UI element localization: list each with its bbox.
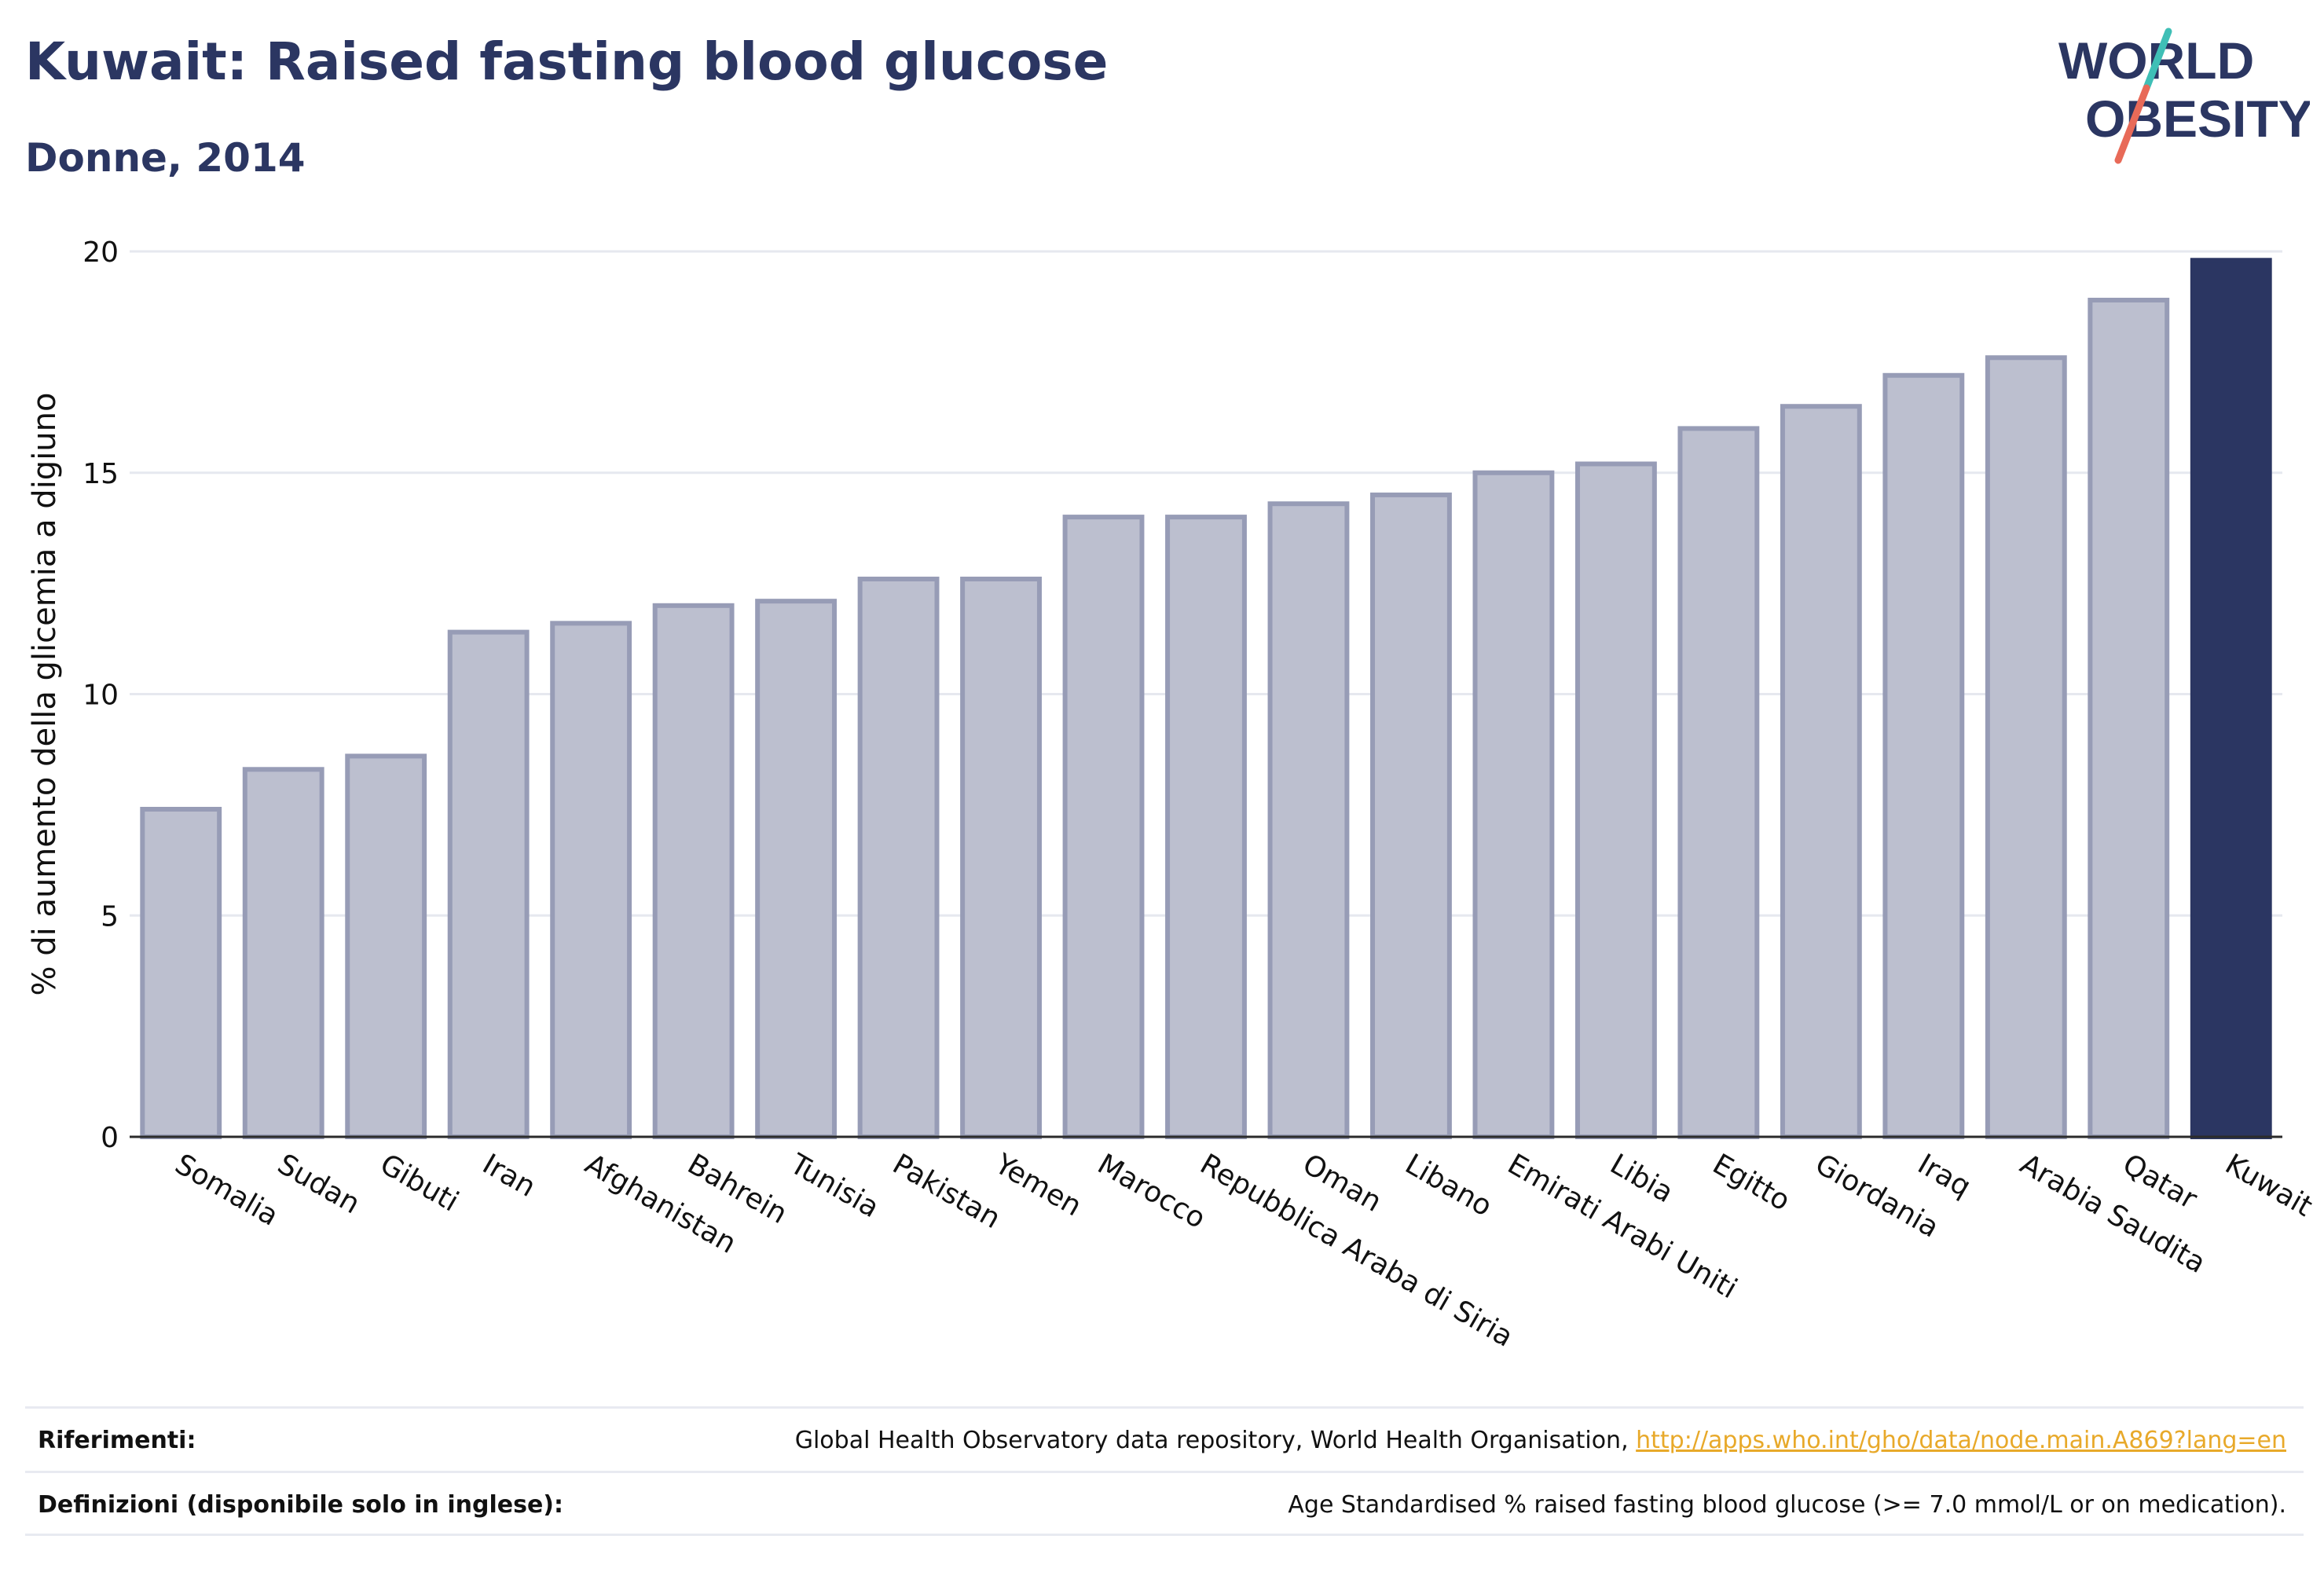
bar-somalia[interactable] bbox=[140, 807, 222, 1139]
bar-pakistan[interactable] bbox=[857, 576, 940, 1139]
footer-divider-top bbox=[25, 1406, 2304, 1409]
bar-emirati-arabi-uniti[interactable] bbox=[1472, 470, 1555, 1139]
logo-slash-teal bbox=[2143, 27, 2172, 92]
footer-divider-middle bbox=[25, 1471, 2304, 1473]
x-tick-label: Gibuti bbox=[375, 1148, 464, 1218]
x-tick-label: Yemen bbox=[989, 1148, 1087, 1223]
bar-egitto[interactable] bbox=[1677, 426, 1760, 1139]
bar-bahrein[interactable] bbox=[652, 603, 735, 1139]
x-tick-label: Tunisia bbox=[784, 1148, 885, 1224]
references-label: Riferimenti: bbox=[38, 1427, 196, 1454]
bar-qatar[interactable] bbox=[2088, 297, 2170, 1139]
bar-iraq[interactable] bbox=[1882, 372, 1965, 1139]
y-tick-label: 20 bbox=[82, 236, 119, 269]
world-obesity-logo: WORLD OBESITY bbox=[2058, 27, 2310, 164]
x-tick-label: Iraq bbox=[1912, 1148, 1976, 1204]
bar-arabia-saudita[interactable] bbox=[1985, 355, 2067, 1139]
bar-kuwait[interactable] bbox=[2190, 258, 2272, 1139]
bar-tunisia[interactable] bbox=[755, 599, 838, 1139]
y-tick-label: 5 bbox=[101, 900, 119, 933]
x-tick-label: Libia bbox=[1604, 1148, 1678, 1209]
chart-title: Kuwait: Raised fasting blood glucose bbox=[25, 31, 1109, 92]
bars bbox=[140, 258, 2272, 1139]
references-text: Global Health Observatory data repositor… bbox=[794, 1427, 1637, 1454]
x-tick-label: Sudan bbox=[272, 1148, 365, 1220]
x-tick-label: Libano bbox=[1399, 1148, 1497, 1222]
logo-line2: OBESITY bbox=[2085, 90, 2310, 148]
bar-afghanistan[interactable] bbox=[550, 621, 632, 1139]
definitions-value: Age Standardised % raised fasting blood … bbox=[1288, 1491, 2286, 1519]
bar-repubblica-araba-di-siria[interactable] bbox=[1165, 515, 1247, 1139]
y-axis-title: % di aumento della glicemia a digiuno bbox=[27, 393, 63, 996]
x-tick-label: Marocco bbox=[1092, 1148, 1211, 1235]
y-tick-label: 10 bbox=[82, 680, 119, 712]
chart-subtitle: Donne, 2014 bbox=[25, 135, 306, 181]
x-tick-label: Somalia bbox=[170, 1148, 284, 1233]
definitions-label: Definizioni (disponibile solo in inglese… bbox=[38, 1491, 563, 1519]
y-tick-label: 0 bbox=[101, 1122, 119, 1154]
bar-oman[interactable] bbox=[1267, 501, 1350, 1139]
references-link[interactable]: http://apps.who.int/gho/data/node.main.A… bbox=[1636, 1427, 2286, 1454]
bar-libano[interactable] bbox=[1370, 492, 1452, 1139]
x-tick-label: Arabia Saudita bbox=[2014, 1148, 2211, 1280]
x-tick-label: Pakistan bbox=[887, 1148, 1006, 1235]
x-tick-label: Kuwait bbox=[2220, 1148, 2318, 1223]
x-tick-label: Iran bbox=[477, 1148, 541, 1204]
bar-marocco[interactable] bbox=[1062, 515, 1145, 1139]
bar-libia[interactable] bbox=[1574, 461, 1657, 1139]
bar-sudan[interactable] bbox=[242, 767, 324, 1139]
bar-gibuti[interactable] bbox=[345, 753, 427, 1139]
bar-yemen[interactable] bbox=[960, 576, 1042, 1139]
references-value: Global Health Observatory data repositor… bbox=[795, 1427, 2286, 1454]
y-axis-ticks: 0 5 10 15 20 bbox=[82, 236, 119, 1154]
bar-iran[interactable] bbox=[447, 629, 530, 1139]
logo-slash-coral bbox=[2114, 84, 2150, 164]
x-tick-label: Egitto bbox=[1707, 1148, 1795, 1217]
bar-giordania[interactable] bbox=[1780, 404, 1862, 1139]
y-tick-label: 15 bbox=[82, 458, 119, 490]
footer-divider-bottom bbox=[25, 1534, 2304, 1536]
